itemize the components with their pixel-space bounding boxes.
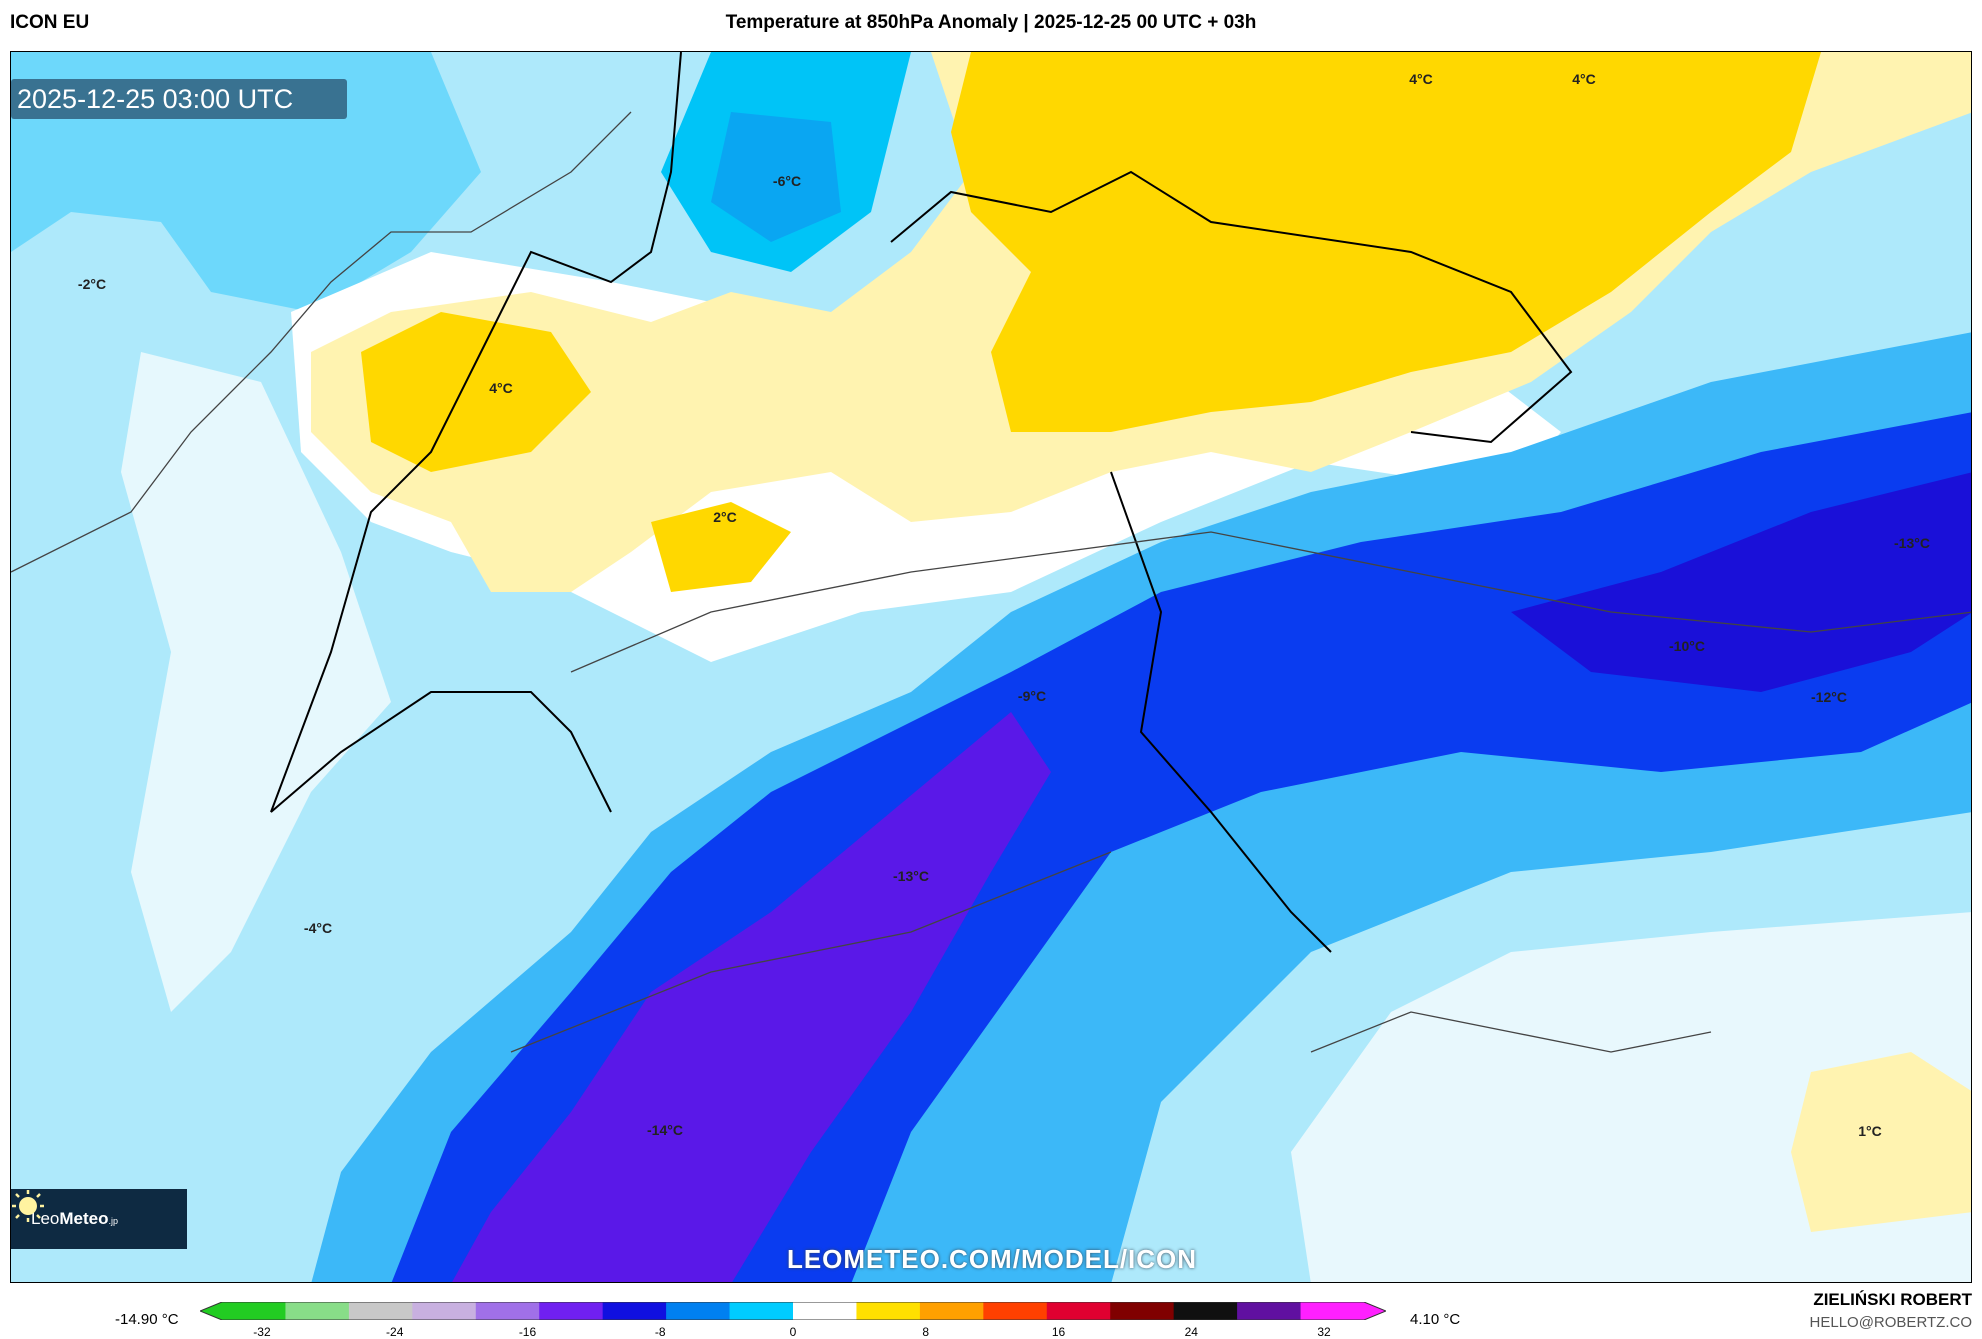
logo-text: LeoMeteo.jp (31, 1209, 119, 1228)
colorbar-swatch (919, 1302, 984, 1320)
colorbar-tick-label: 24 (1184, 1325, 1198, 1339)
contour-label: -12°C (1811, 689, 1847, 705)
colorbar-swatch (475, 1302, 540, 1320)
colorbar-swatch (1110, 1302, 1175, 1320)
colorbar-tick-label: 0 (789, 1325, 797, 1339)
sun-icon (12, 1190, 44, 1222)
colorbar-tick-label: -16 (518, 1325, 537, 1339)
author-email: HELLO@ROBERTZ.CO (1809, 1314, 1972, 1331)
colorbar-swatch (348, 1302, 413, 1320)
colorbar-swatch (539, 1302, 604, 1320)
colorbar-tick-label: -24 (386, 1325, 404, 1339)
colorbar-swatch (793, 1302, 857, 1320)
field-warm-w (361, 312, 591, 472)
region-borders (11, 111, 1971, 1053)
colorbar-tick-label: 8 (922, 1325, 930, 1339)
field-warm-ne (951, 52, 1821, 432)
colorbar-swatch (1237, 1302, 1302, 1320)
watermark: LEOMETEO.COM/MODEL/ICON (786, 1244, 1198, 1274)
colorbar-tick-label: 32 (1317, 1325, 1331, 1339)
valid-time-badge: 2025-12-25 03:00 UTC (11, 79, 347, 119)
contour-label: -4°C (303, 920, 333, 936)
colorbar-swatch (412, 1302, 477, 1320)
contour-label: 1°C (1858, 1123, 1882, 1139)
chart-title: Temperature at 850hPa Anomaly | 2025-12-… (725, 12, 1257, 33)
leometeo-logo: LeoMeteo.jp (11, 1189, 187, 1249)
field-white-w (121, 352, 391, 1012)
colorbar-swatch (983, 1302, 1048, 1320)
contour-label: 4°C (489, 380, 513, 396)
model-name: ICON EU (10, 12, 90, 33)
colorbar-swatch (856, 1302, 921, 1320)
colorbar-min-label: -14.90 °C (115, 1311, 179, 1328)
contour-label: -9°C (1017, 688, 1047, 704)
field-cold-core-e (1511, 472, 1971, 692)
field-cold-core-sw (452, 712, 1051, 1282)
colorbar-min-extend (200, 1302, 222, 1320)
colorbar-max-label: 4.10 °C (1410, 1311, 1461, 1328)
colorbar-swatch (1046, 1302, 1111, 1320)
colorbar-swatch (1300, 1302, 1365, 1320)
map-fields (11, 52, 1971, 1282)
contour-label: -13°C (1894, 535, 1930, 551)
colorbar-tick-label: 16 (1051, 1325, 1066, 1339)
contour-label: -13°C (893, 868, 929, 884)
author-name: ZIELIŃSKI ROBERT (1813, 1290, 1972, 1309)
colorbar-tick-label: -32 (253, 1325, 271, 1339)
contour-label: -14°C (647, 1122, 683, 1138)
field-warm-sw (651, 502, 791, 592)
field-cold-n-core (711, 112, 841, 242)
colorbar-swatch (602, 1302, 667, 1320)
colorbar (200, 1302, 1386, 1320)
contour-label: -2°C (77, 276, 107, 292)
colorbar-swatch (729, 1302, 794, 1320)
country-borders (270, 52, 1573, 953)
field-warm-se (1791, 1052, 1971, 1232)
contour-label: 4°C (1409, 71, 1433, 87)
colorbar-swatch (1173, 1302, 1238, 1320)
contour-label: 4°C (1572, 71, 1596, 87)
colorbar-swatch (222, 1302, 286, 1320)
colorbar-swatch (285, 1302, 350, 1320)
temperature-anomaly-map: 4°C 4°C -6°C -2°C 4°C 2°C -13°C -10°C -1… (10, 51, 1972, 1283)
contour-label: -6°C (772, 173, 802, 189)
contour-label: 2°C (713, 509, 737, 525)
colorbar-swatch (666, 1302, 731, 1320)
contour-label: -10°C (1669, 638, 1705, 654)
colorbar-tick-label: -8 (654, 1325, 666, 1339)
colorbar-max-extend (1364, 1302, 1386, 1320)
